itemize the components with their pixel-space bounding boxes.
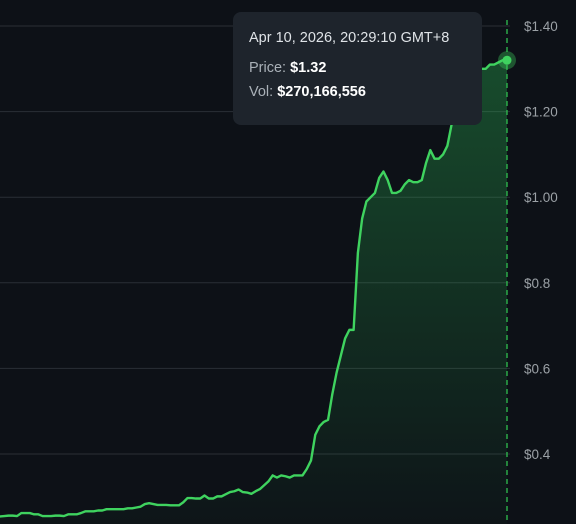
y-tick-label: $0.4	[524, 447, 551, 462]
tooltip-price-label: Price:	[249, 60, 287, 76]
tooltip-price-row: Price: $1.32	[249, 60, 482, 76]
tooltip-price-value: $1.32	[290, 60, 327, 76]
tooltip-volume-label: Vol:	[249, 84, 274, 100]
y-tick-label: $0.8	[524, 276, 550, 291]
hover-point	[502, 55, 512, 65]
price-area-fill	[0, 60, 507, 524]
y-tick-label: $1.40	[524, 19, 558, 34]
tooltip-date: Apr 10, 2026, 20:29:10 GMT+8	[249, 30, 450, 46]
price-line	[0, 59, 509, 518]
price-tooltip: Apr 10, 2026, 20:29:10 GMT+8 Price: $1.3…	[233, 12, 482, 125]
y-axis-ticks: $0.4 $0.6 $0.8 $1.00 $1.20 $1.40	[524, 19, 558, 462]
series-layer	[0, 59, 509, 524]
tooltip-volume-value: $270,166,556	[277, 84, 366, 100]
y-tick-label: $0.6	[524, 361, 550, 376]
tooltip-volume-row: Vol: $270,166,556	[249, 84, 482, 100]
y-tick-label: $1.20	[524, 105, 558, 120]
crosshair	[498, 20, 516, 524]
y-tick-label: $1.00	[524, 190, 558, 205]
